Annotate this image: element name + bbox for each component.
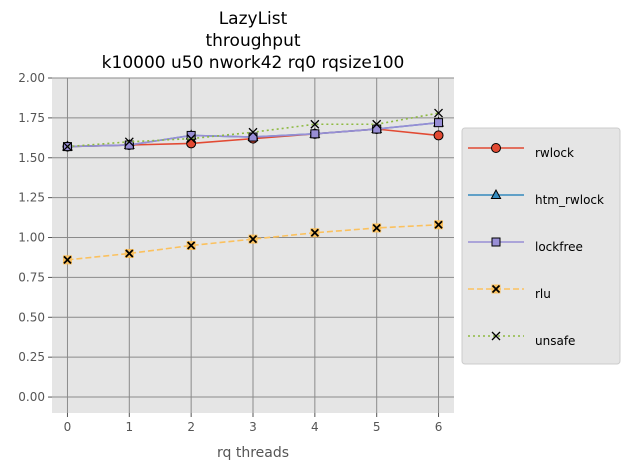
x-tick-label: 2 bbox=[187, 420, 195, 434]
x-tick-label: 1 bbox=[125, 420, 133, 434]
y-tick-label: 1.25 bbox=[18, 191, 45, 205]
legend-marker bbox=[491, 143, 501, 153]
x-tick-label: 5 bbox=[373, 420, 381, 434]
legend-box bbox=[461, 127, 621, 365]
data-point-lockfree bbox=[434, 118, 444, 128]
x-tick-label: 3 bbox=[249, 420, 257, 434]
chart-title-line-2: throughput bbox=[205, 31, 300, 51]
data-point-unsafe bbox=[434, 108, 443, 118]
series-layer bbox=[62, 108, 444, 265]
legend-entry-rwlock: rwlock bbox=[468, 143, 574, 160]
data-point-unsafe bbox=[248, 127, 258, 137]
chart-title-line-1: LazyList bbox=[219, 9, 288, 29]
chart-title-line-3: k10000 u50 nwork42 rq0 rqsize100 bbox=[102, 53, 405, 73]
data-point-rwlock bbox=[433, 130, 444, 141]
data-point-rlu bbox=[62, 255, 72, 265]
data-point-unsafe bbox=[186, 134, 196, 144]
data-point-unsafe bbox=[372, 119, 382, 129]
legend-items: rwlock htm_rwlock lockfree rlu unsafe bbox=[468, 143, 604, 348]
legend-entry-htm_rwlock: htm_rwlock bbox=[468, 188, 604, 207]
data-point-rlu bbox=[124, 248, 134, 258]
legend: rwlock htm_rwlock lockfree rlu unsafe bbox=[461, 127, 621, 365]
x-tick-label: 6 bbox=[435, 420, 443, 434]
data-point-rwlock bbox=[186, 138, 197, 149]
legend-label: unsafe bbox=[535, 334, 575, 348]
y-tick-label: 0.00 bbox=[18, 390, 45, 404]
y-tick-label: 0.25 bbox=[18, 350, 45, 364]
y-tick-label: 1.50 bbox=[18, 151, 45, 165]
x-axis-ticks: 0 1 2 3 4 5 6 bbox=[64, 413, 443, 434]
y-tick-label: 0.50 bbox=[18, 310, 45, 324]
legend-entry-lockfree: lockfree bbox=[468, 237, 583, 254]
data-point-unsafe bbox=[310, 119, 320, 129]
legend-label: rwlock bbox=[535, 146, 574, 160]
chart-title: LazyList throughput k10000 u50 nwork42 r… bbox=[102, 9, 405, 73]
legend-label: lockfree bbox=[535, 240, 583, 254]
legend-marker bbox=[490, 188, 502, 199]
data-point-lockfree bbox=[310, 129, 320, 139]
data-point-rlu bbox=[310, 228, 320, 238]
legend-marker bbox=[491, 331, 501, 341]
data-point-unsafe bbox=[124, 137, 134, 147]
data-point-rlu bbox=[434, 220, 444, 230]
x-tick-label: 0 bbox=[64, 420, 72, 434]
data-point-rlu bbox=[372, 223, 382, 233]
data-point-unsafe bbox=[63, 142, 72, 152]
data-point-rlu bbox=[248, 234, 258, 244]
x-tick-label: 4 bbox=[311, 420, 319, 434]
legend-entry-unsafe: unsafe bbox=[468, 331, 575, 348]
legend-marker bbox=[491, 284, 501, 294]
y-tick-label: 1.00 bbox=[18, 231, 45, 245]
y-axis-ticks: 0.00 0.25 0.50 0.75 1.00 1.25 1.50 1.75 2.00 bbox=[18, 71, 52, 404]
data-point-rlu bbox=[186, 241, 196, 250]
legend-label: htm_rwlock bbox=[535, 193, 604, 207]
series-rlu bbox=[62, 220, 444, 265]
series-unsafe bbox=[63, 108, 443, 152]
grid-lines bbox=[52, 77, 454, 413]
legend-label: rlu bbox=[535, 287, 551, 301]
x-axis-label: rq threads bbox=[217, 445, 289, 461]
legend-marker bbox=[491, 237, 501, 247]
y-tick-label: 2.00 bbox=[18, 71, 45, 85]
legend-entry-rlu: rlu bbox=[468, 284, 551, 301]
y-tick-label: 0.75 bbox=[18, 270, 45, 284]
y-tick-label: 1.75 bbox=[18, 111, 45, 125]
